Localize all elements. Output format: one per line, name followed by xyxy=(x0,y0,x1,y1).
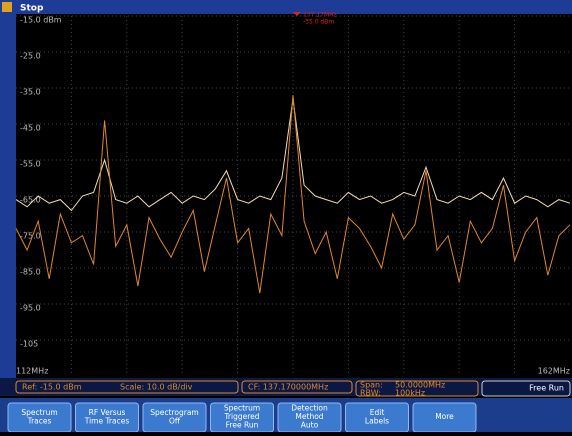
x-tick-label: 112MHz xyxy=(16,367,48,376)
button-label: Spectrum xyxy=(21,408,57,417)
rbw-readout: 100kHz xyxy=(395,389,425,398)
y-tick-label: -35.0 xyxy=(20,88,41,97)
trace xyxy=(15,95,571,294)
span-label: Span: xyxy=(360,381,383,390)
top-bar xyxy=(0,0,572,14)
cf-readout: CF: 137.170000MHz xyxy=(248,383,328,392)
y-tick-label: -85.0 xyxy=(20,268,41,277)
tek-icon xyxy=(2,2,12,12)
button-label: Spectrum xyxy=(224,404,260,413)
ref-box xyxy=(15,380,239,394)
y-tick-label: -75.0 xyxy=(20,232,41,241)
y-tick-label: -45.0 xyxy=(20,124,41,133)
button-label: Off xyxy=(169,416,181,425)
button-label: RF Versus xyxy=(89,408,126,417)
button-label: Method xyxy=(295,412,323,421)
span-readout: 50.0000MHz xyxy=(395,381,445,390)
trigger-readout: Free Run xyxy=(529,384,564,393)
button-label: Time Traces xyxy=(84,416,130,425)
button-label: Spectrogram xyxy=(150,408,198,417)
button-label: Free Run xyxy=(226,421,259,430)
marker-frequency: 137.17MHz xyxy=(303,12,337,19)
cf-box xyxy=(241,380,353,394)
y-tick-label: -95.0 xyxy=(20,304,41,313)
x-tick-label: 162MHz xyxy=(538,367,570,376)
span-box xyxy=(355,380,479,397)
status-bar xyxy=(0,378,572,396)
rbw-label: RBW: xyxy=(360,389,381,398)
y-tick-label: -55.0 xyxy=(20,160,41,169)
ref-readout: Ref: -15.0 dBm xyxy=(22,383,82,392)
scale-readout: Scale: 10.0 dB/div xyxy=(120,383,193,392)
y-tick-label: -105 xyxy=(20,340,38,349)
button-label: More xyxy=(435,412,454,421)
y-tick-label: -65.0 xyxy=(20,196,41,205)
button-label: Edit xyxy=(370,408,385,417)
trigger-box xyxy=(481,380,571,397)
button-label: Auto xyxy=(301,421,319,430)
status: Stop xyxy=(20,4,44,14)
button-label: Detection xyxy=(291,404,328,413)
y-tick-label: -25.0 xyxy=(20,52,41,61)
button-label: Traces xyxy=(27,416,52,425)
marker-icon xyxy=(293,12,301,16)
marker-level: -35.0 dBm xyxy=(303,19,334,26)
button-label: Labels xyxy=(365,416,389,425)
left-strip xyxy=(0,0,16,378)
y-tick-label: -15.0 dBm xyxy=(20,16,62,25)
button-label: Triggered xyxy=(223,412,259,421)
